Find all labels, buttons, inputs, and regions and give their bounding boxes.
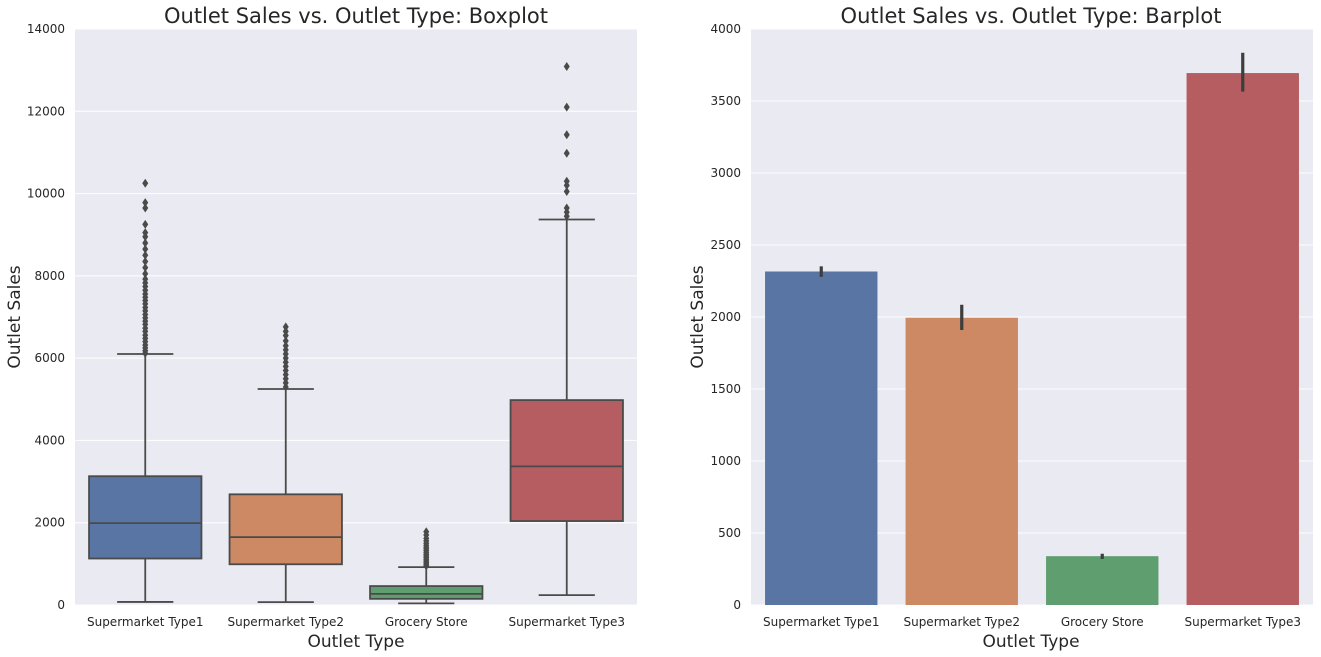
box-grocery-store: [369, 527, 484, 605]
outlier-point: [142, 250, 149, 260]
y-tick-label: 2000: [710, 310, 741, 324]
y-tick-label: 3000: [710, 166, 741, 180]
outlier-point: [282, 326, 289, 336]
y-tick-label: 12000: [27, 104, 65, 118]
x-tick-label: Grocery Store: [1061, 615, 1144, 629]
barplot-y-axis-label: Outlet Sales: [688, 265, 708, 368]
outlier-point: [563, 176, 570, 186]
boxplot-y-tick-labels: 0 2000 4000 6000 8000 10000 12000 14000: [27, 22, 65, 612]
outlier-point: [142, 269, 149, 279]
y-tick-label: 500: [718, 526, 741, 540]
x-tick-label: Supermarket Type1: [87, 615, 204, 629]
y-tick-label: 0: [57, 598, 65, 612]
outlier-point: [282, 341, 289, 351]
y-tick-label: 14000: [27, 22, 65, 36]
boxplot-title: Outlet Sales vs. Outlet Type: Boxplot: [164, 4, 548, 28]
box-iqr: [228, 493, 343, 566]
y-tick-label: 3500: [710, 94, 741, 108]
x-tick-label: Supermarket Type3: [508, 615, 625, 629]
x-tick-label: Supermarket Type3: [1184, 615, 1301, 629]
boxplot-marks: [88, 61, 624, 605]
y-tick-label: 0: [733, 598, 741, 612]
outlier-point: [142, 203, 149, 213]
boxplot-x-tick-labels: Supermarket Type1 Supermarket Type2 Grocer…: [87, 615, 625, 629]
outlier-point: [563, 187, 570, 197]
outlier-point: [563, 102, 570, 112]
outlier-point: [142, 198, 149, 208]
barplot-marks: [765, 52, 1299, 605]
box-iqr: [369, 585, 484, 600]
boxplot-x-axis-label: Outlet Type: [307, 632, 404, 652]
boxplot-y-axis-label: Outlet Sales: [5, 265, 25, 368]
outlier-point: [563, 61, 570, 71]
outlier-point: [282, 322, 289, 332]
box-supermarket-type3: [509, 61, 624, 597]
outlier-point: [142, 263, 149, 273]
outlier-point: [563, 203, 570, 213]
barplot-title: Outlet Sales vs. Outlet Type: Barplot: [841, 4, 1222, 28]
y-tick-label: 6000: [34, 351, 65, 365]
bar-supermarket-type2: [905, 317, 1018, 605]
bar-supermarket-type1: [765, 271, 878, 605]
outlier-point: [563, 130, 570, 140]
x-tick-label: Supermarket Type1: [763, 615, 880, 629]
outlier-point: [142, 274, 149, 284]
outlier-point: [423, 527, 430, 537]
y-tick-label: 1000: [710, 454, 741, 468]
box-supermarket-type2: [228, 322, 343, 604]
bar-supermarket-type3: [1186, 73, 1299, 605]
barplot-chart: 0 500 1000 1500 2000 2500 3000 3500 4000 Superma…: [688, 4, 1313, 652]
y-tick-label: 10000: [27, 187, 65, 201]
barplot-x-axis-label: Outlet Type: [982, 632, 1079, 652]
boxplot-chart: 0 2000 4000 6000 8000 10000 12000 14000 Superma…: [5, 4, 637, 652]
outlier-point: [142, 238, 149, 248]
outlier-point: [142, 256, 149, 266]
barplot-y-tick-labels: 0 500 1000 1500 2000 2500 3000 3500 4000: [710, 22, 741, 612]
x-tick-label: Supermarket Type2: [227, 615, 344, 629]
outlier-point: [142, 244, 149, 254]
y-tick-label: 2500: [710, 238, 741, 252]
barplot-x-tick-labels: Supermarket Type1 Supermarket Type2 Grocer…: [763, 615, 1301, 629]
outlier-point: [142, 178, 149, 188]
outlier-point: [142, 219, 149, 229]
bar-grocery-store: [1046, 556, 1159, 605]
box-iqr: [509, 399, 624, 522]
outlier-point: [142, 228, 149, 238]
y-tick-label: 4000: [34, 433, 65, 447]
outlier-point: [563, 148, 570, 158]
x-tick-label: Grocery Store: [385, 615, 468, 629]
box-supermarket-type1: [88, 178, 203, 603]
box-iqr: [88, 475, 203, 560]
y-tick-label: 2000: [34, 516, 65, 530]
y-tick-label: 4000: [710, 22, 741, 36]
x-tick-label: Supermarket Type2: [903, 615, 1020, 629]
y-tick-label: 8000: [34, 269, 65, 283]
y-tick-label: 1500: [710, 382, 741, 396]
outlier-point: [282, 336, 289, 346]
